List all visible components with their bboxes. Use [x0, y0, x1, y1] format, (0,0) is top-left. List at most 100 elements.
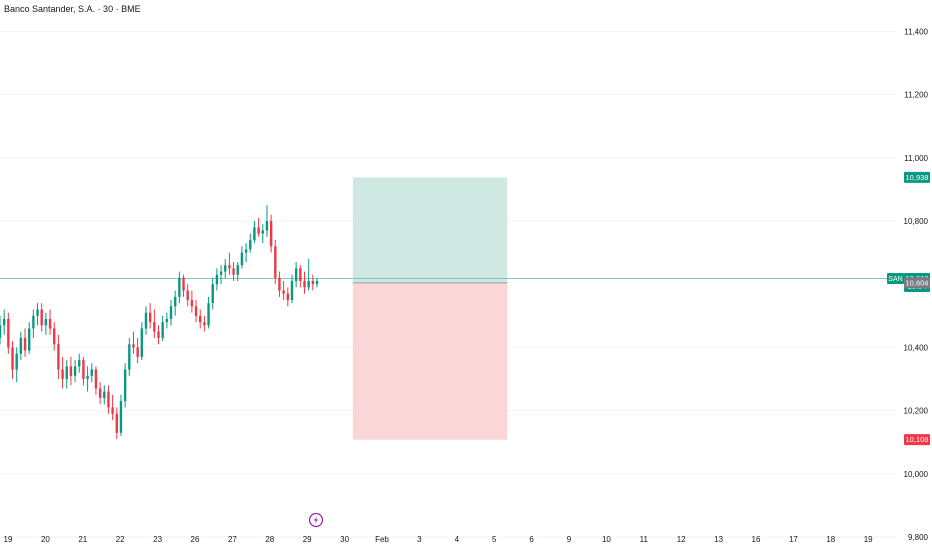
candle — [169, 300, 173, 326]
candle — [119, 394, 123, 436]
candle-body — [190, 300, 194, 307]
x-tick-label: 12 — [677, 535, 686, 544]
candle — [23, 328, 27, 357]
candle — [307, 258, 310, 291]
candle — [140, 322, 144, 361]
candle — [53, 322, 56, 351]
candle-body — [128, 344, 131, 370]
x-tick-label: 23 — [153, 535, 162, 544]
candle — [236, 262, 239, 282]
candle — [219, 265, 223, 285]
candle-body — [219, 271, 223, 275]
y-tick-label: 9,800 — [908, 533, 929, 542]
candle — [86, 366, 89, 392]
candle — [0, 315, 2, 345]
candle-body — [299, 268, 302, 282]
candle-body — [73, 366, 77, 376]
candle — [265, 205, 269, 237]
candle — [294, 262, 298, 288]
candle — [253, 221, 256, 244]
candle — [274, 239, 277, 285]
x-tick-label: 19 — [4, 535, 13, 544]
candle-body — [311, 281, 315, 285]
price-badge-label: 10,604 — [906, 278, 929, 287]
candle — [261, 224, 264, 244]
candle-body — [78, 360, 81, 367]
candle-body — [203, 322, 206, 326]
candle — [165, 312, 169, 329]
candle-body — [269, 221, 273, 247]
candle-body — [249, 239, 252, 250]
candle — [40, 303, 43, 332]
candle — [286, 287, 290, 307]
x-tick-label: Feb — [375, 535, 389, 544]
candle-body — [32, 315, 35, 329]
candle-body — [94, 369, 98, 389]
x-tick-label: 20 — [41, 535, 50, 544]
candle — [69, 356, 73, 386]
candle — [203, 315, 206, 332]
candle — [107, 385, 110, 414]
x-tick-label: 30 — [340, 535, 349, 544]
candle-body — [140, 328, 144, 357]
candle-body — [153, 322, 156, 332]
candle — [111, 394, 114, 421]
candle — [78, 353, 81, 373]
candle-body — [265, 221, 269, 231]
candle — [278, 271, 281, 297]
candle-body — [157, 331, 160, 338]
candle — [19, 331, 23, 361]
symbol-badge — [887, 273, 904, 285]
candle-body — [315, 281, 319, 285]
candle-body — [115, 413, 118, 433]
x-tick-label: 18 — [826, 535, 835, 544]
candle-body — [111, 407, 114, 414]
candle-body — [274, 246, 277, 278]
candle-body — [98, 388, 102, 398]
x-tick-label: 28 — [265, 535, 274, 544]
candle-body — [211, 284, 214, 304]
price-badge — [904, 434, 930, 446]
candle — [90, 363, 93, 383]
candle — [244, 243, 248, 263]
candle — [15, 347, 18, 383]
candle-body — [40, 309, 43, 326]
candle-body — [261, 230, 264, 234]
candle — [7, 312, 10, 354]
candle-body — [2, 318, 6, 326]
position-zones — [352, 177, 508, 440]
x-tick-label: 16 — [752, 535, 761, 544]
candle-body — [90, 369, 93, 376]
x-tick-label: 21 — [78, 535, 87, 544]
candle-body — [148, 312, 152, 323]
candle-body — [228, 265, 231, 269]
candle — [224, 258, 227, 278]
price-badge — [904, 171, 930, 183]
candle-body — [48, 318, 52, 329]
candle — [282, 281, 285, 300]
candle — [207, 296, 210, 329]
candle — [44, 312, 48, 335]
candle-body — [194, 306, 198, 316]
x-tick-label: 27 — [228, 535, 237, 544]
candle-body — [7, 318, 10, 348]
lightning-icon[interactable] — [308, 512, 324, 528]
candle-body — [278, 277, 281, 291]
candle-body — [178, 277, 181, 297]
candle — [48, 309, 52, 335]
y-tick-label: 11,400 — [904, 27, 928, 36]
x-tick-label: 13 — [714, 535, 723, 544]
candle — [299, 265, 302, 288]
candle-body — [232, 268, 235, 275]
x-tick-label: 17 — [789, 535, 798, 544]
candle-body — [307, 281, 310, 288]
x-tick-label: 3 — [417, 535, 422, 544]
symbol-badge-label: SAN — [888, 276, 902, 283]
candle-body — [57, 344, 60, 370]
candle — [269, 214, 273, 253]
candle — [82, 356, 85, 386]
price-badge-label: 10,938 — [906, 173, 929, 182]
candle-body — [294, 268, 298, 282]
